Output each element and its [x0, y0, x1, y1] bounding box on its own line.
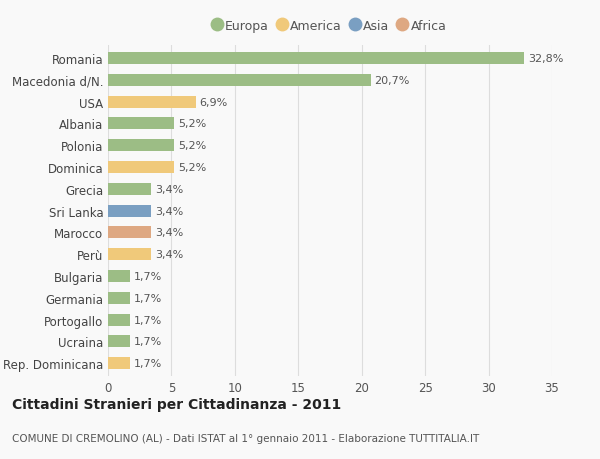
Text: 3,4%: 3,4% [155, 250, 183, 260]
Bar [108, 336, 130, 347]
Text: 1,7%: 1,7% [133, 336, 161, 347]
Text: 3,4%: 3,4% [155, 206, 183, 216]
Text: 1,7%: 1,7% [133, 358, 161, 368]
Text: COMUNE DI CREMOLINO (AL) - Dati ISTAT al 1° gennaio 2011 - Elaborazione TUTTITAL: COMUNE DI CREMOLINO (AL) - Dati ISTAT al… [12, 433, 479, 442]
Bar [108, 118, 174, 130]
Text: 3,4%: 3,4% [155, 185, 183, 195]
Text: 5,2%: 5,2% [178, 119, 206, 129]
Text: 1,7%: 1,7% [133, 271, 161, 281]
Bar [108, 75, 371, 87]
Text: 3,4%: 3,4% [155, 228, 183, 238]
Bar [108, 53, 524, 65]
Bar [108, 96, 196, 108]
Bar [108, 292, 130, 304]
Bar [108, 140, 174, 152]
Text: 5,2%: 5,2% [178, 162, 206, 173]
Bar [108, 162, 174, 174]
Text: 1,7%: 1,7% [133, 293, 161, 303]
Text: 32,8%: 32,8% [528, 54, 563, 64]
Text: 5,2%: 5,2% [178, 141, 206, 151]
Text: 1,7%: 1,7% [133, 315, 161, 325]
Text: 20,7%: 20,7% [374, 76, 410, 86]
Bar [108, 249, 151, 261]
Bar [108, 358, 130, 369]
Bar [108, 227, 151, 239]
Bar [108, 184, 151, 196]
Legend: Europa, America, Asia, Africa: Europa, America, Asia, Africa [214, 20, 446, 33]
Bar [108, 314, 130, 326]
Bar [108, 205, 151, 217]
Bar [108, 270, 130, 282]
Text: 6,9%: 6,9% [199, 97, 227, 107]
Text: Cittadini Stranieri per Cittadinanza - 2011: Cittadini Stranieri per Cittadinanza - 2… [12, 397, 341, 412]
